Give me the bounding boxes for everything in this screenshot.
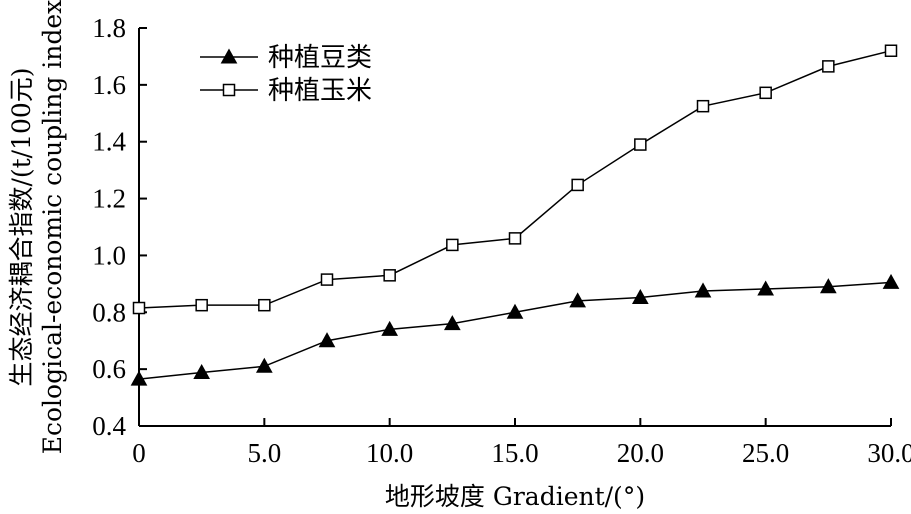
y-axis-title-cn: 生态经济耦合指数/(t/100元) xyxy=(7,67,36,386)
x-tick-label: 25.0 xyxy=(742,438,789,468)
y-tick-label: 0.8 xyxy=(92,297,126,327)
legend-marker xyxy=(220,48,238,64)
triangle-point xyxy=(882,273,900,289)
x-axis-title: 地形坡度 Gradient/(°) xyxy=(385,482,645,511)
y-tick-label: 1.4 xyxy=(92,127,126,157)
legend-label: 种植玉米 xyxy=(268,76,372,106)
square-point xyxy=(383,269,396,282)
triangle-point xyxy=(381,320,399,336)
square-point xyxy=(195,298,208,312)
square-point xyxy=(759,86,772,100)
y-tick-label: 1.0 xyxy=(92,240,126,270)
triangle-point xyxy=(193,364,211,380)
triangle-point xyxy=(694,282,712,298)
y-tick-label: 0.6 xyxy=(92,354,126,384)
square-point xyxy=(132,301,146,315)
square-point xyxy=(320,273,334,286)
triangle-point xyxy=(130,370,148,386)
square-point xyxy=(822,60,835,73)
legend-marker xyxy=(222,83,236,97)
triangle-point xyxy=(757,280,775,296)
y-tick-label: 1.8 xyxy=(92,13,126,43)
legend-label: 种植豆类 xyxy=(268,43,372,73)
square-point xyxy=(696,99,710,113)
y-tick-label: 1.6 xyxy=(92,70,126,100)
y-tick-label: 1.2 xyxy=(92,184,126,214)
series-line xyxy=(138,281,892,380)
y-tick-label: 0.4 xyxy=(92,411,126,441)
square-point xyxy=(884,44,898,57)
x-tick-label: 0 xyxy=(132,438,146,468)
triangle-point xyxy=(443,315,461,331)
x-tick-label: 30.0 xyxy=(867,438,911,468)
x-tick-label: 20.0 xyxy=(617,438,664,468)
y-ticks: 0.4 0.6 0.8 1.0 1.2 1.4 1.6 1.8 xyxy=(92,13,147,441)
triangle-point xyxy=(569,292,587,308)
square-point xyxy=(508,232,522,245)
x-tick-label: 15.0 xyxy=(491,438,538,468)
triangle-point xyxy=(631,288,649,305)
x-tick-label: 5.0 xyxy=(247,438,281,468)
square-point xyxy=(258,298,271,312)
square-point xyxy=(634,138,647,151)
triangle-point xyxy=(318,332,336,348)
x-ticks: 0 5.0 10.0 15.0 20.0 25.0 30.0 xyxy=(132,418,911,468)
y-axis-title-en: Ecological-economic coupling index xyxy=(38,0,67,454)
series-1 xyxy=(130,273,900,386)
series-2 xyxy=(132,44,898,315)
triangle-point xyxy=(819,278,837,294)
triangle-point xyxy=(255,357,273,373)
square-point xyxy=(571,178,584,192)
triangle-point xyxy=(506,303,524,319)
series-layer xyxy=(130,44,900,386)
square-point xyxy=(446,238,459,252)
x-tick-label: 10.0 xyxy=(366,438,413,468)
